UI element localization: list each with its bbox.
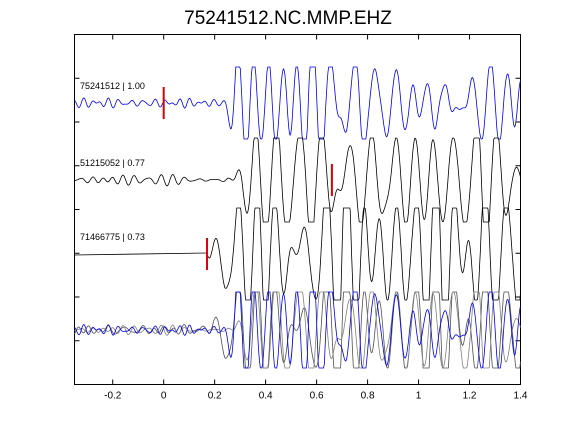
x-axis: -0.2 0 0.2 0.4 0.6 0.8 1 1.2 1.4 [104, 34, 528, 402]
overlay-trace-75241512 [74, 291, 521, 369]
overlay-trace-71466775 [74, 291, 521, 369]
figure-title: 75241512.NC.MMP.EHZ [184, 8, 392, 29]
x-tick-label: 0.4 [259, 391, 273, 402]
x-tick-label: 1.4 [514, 391, 528, 402]
x-tick-label: 0.8 [361, 391, 375, 402]
trace-label-51215052: 51215052 | 0.77 [80, 158, 145, 168]
plot-area-frame [74, 34, 521, 385]
x-tick-label: 0.6 [310, 391, 324, 402]
trace-71466775-presignal [74, 252, 208, 256]
trace-51215052 [74, 137, 521, 223]
overlay-panel [74, 291, 521, 369]
x-tick-label: 1 [416, 391, 422, 402]
y-tick-marks [74, 77, 521, 342]
trace-75241512 [74, 66, 521, 140]
trace-71466775 [206, 207, 521, 301]
trace-labels: 75241512 | 1.00 51215052 | 0.77 71466775 |… [80, 81, 145, 242]
x-tick-label: -0.2 [104, 391, 122, 402]
trace-label-71466775: 71466775 | 0.73 [80, 232, 145, 242]
trace-label-75241512: 75241512 | 1.00 [80, 81, 145, 91]
x-tick-label: 1.2 [463, 391, 477, 402]
pick-markers [162, 87, 333, 270]
x-tick-label: 0.2 [208, 391, 222, 402]
x-tick-label: 0 [161, 391, 167, 402]
trace-stack [74, 66, 521, 301]
